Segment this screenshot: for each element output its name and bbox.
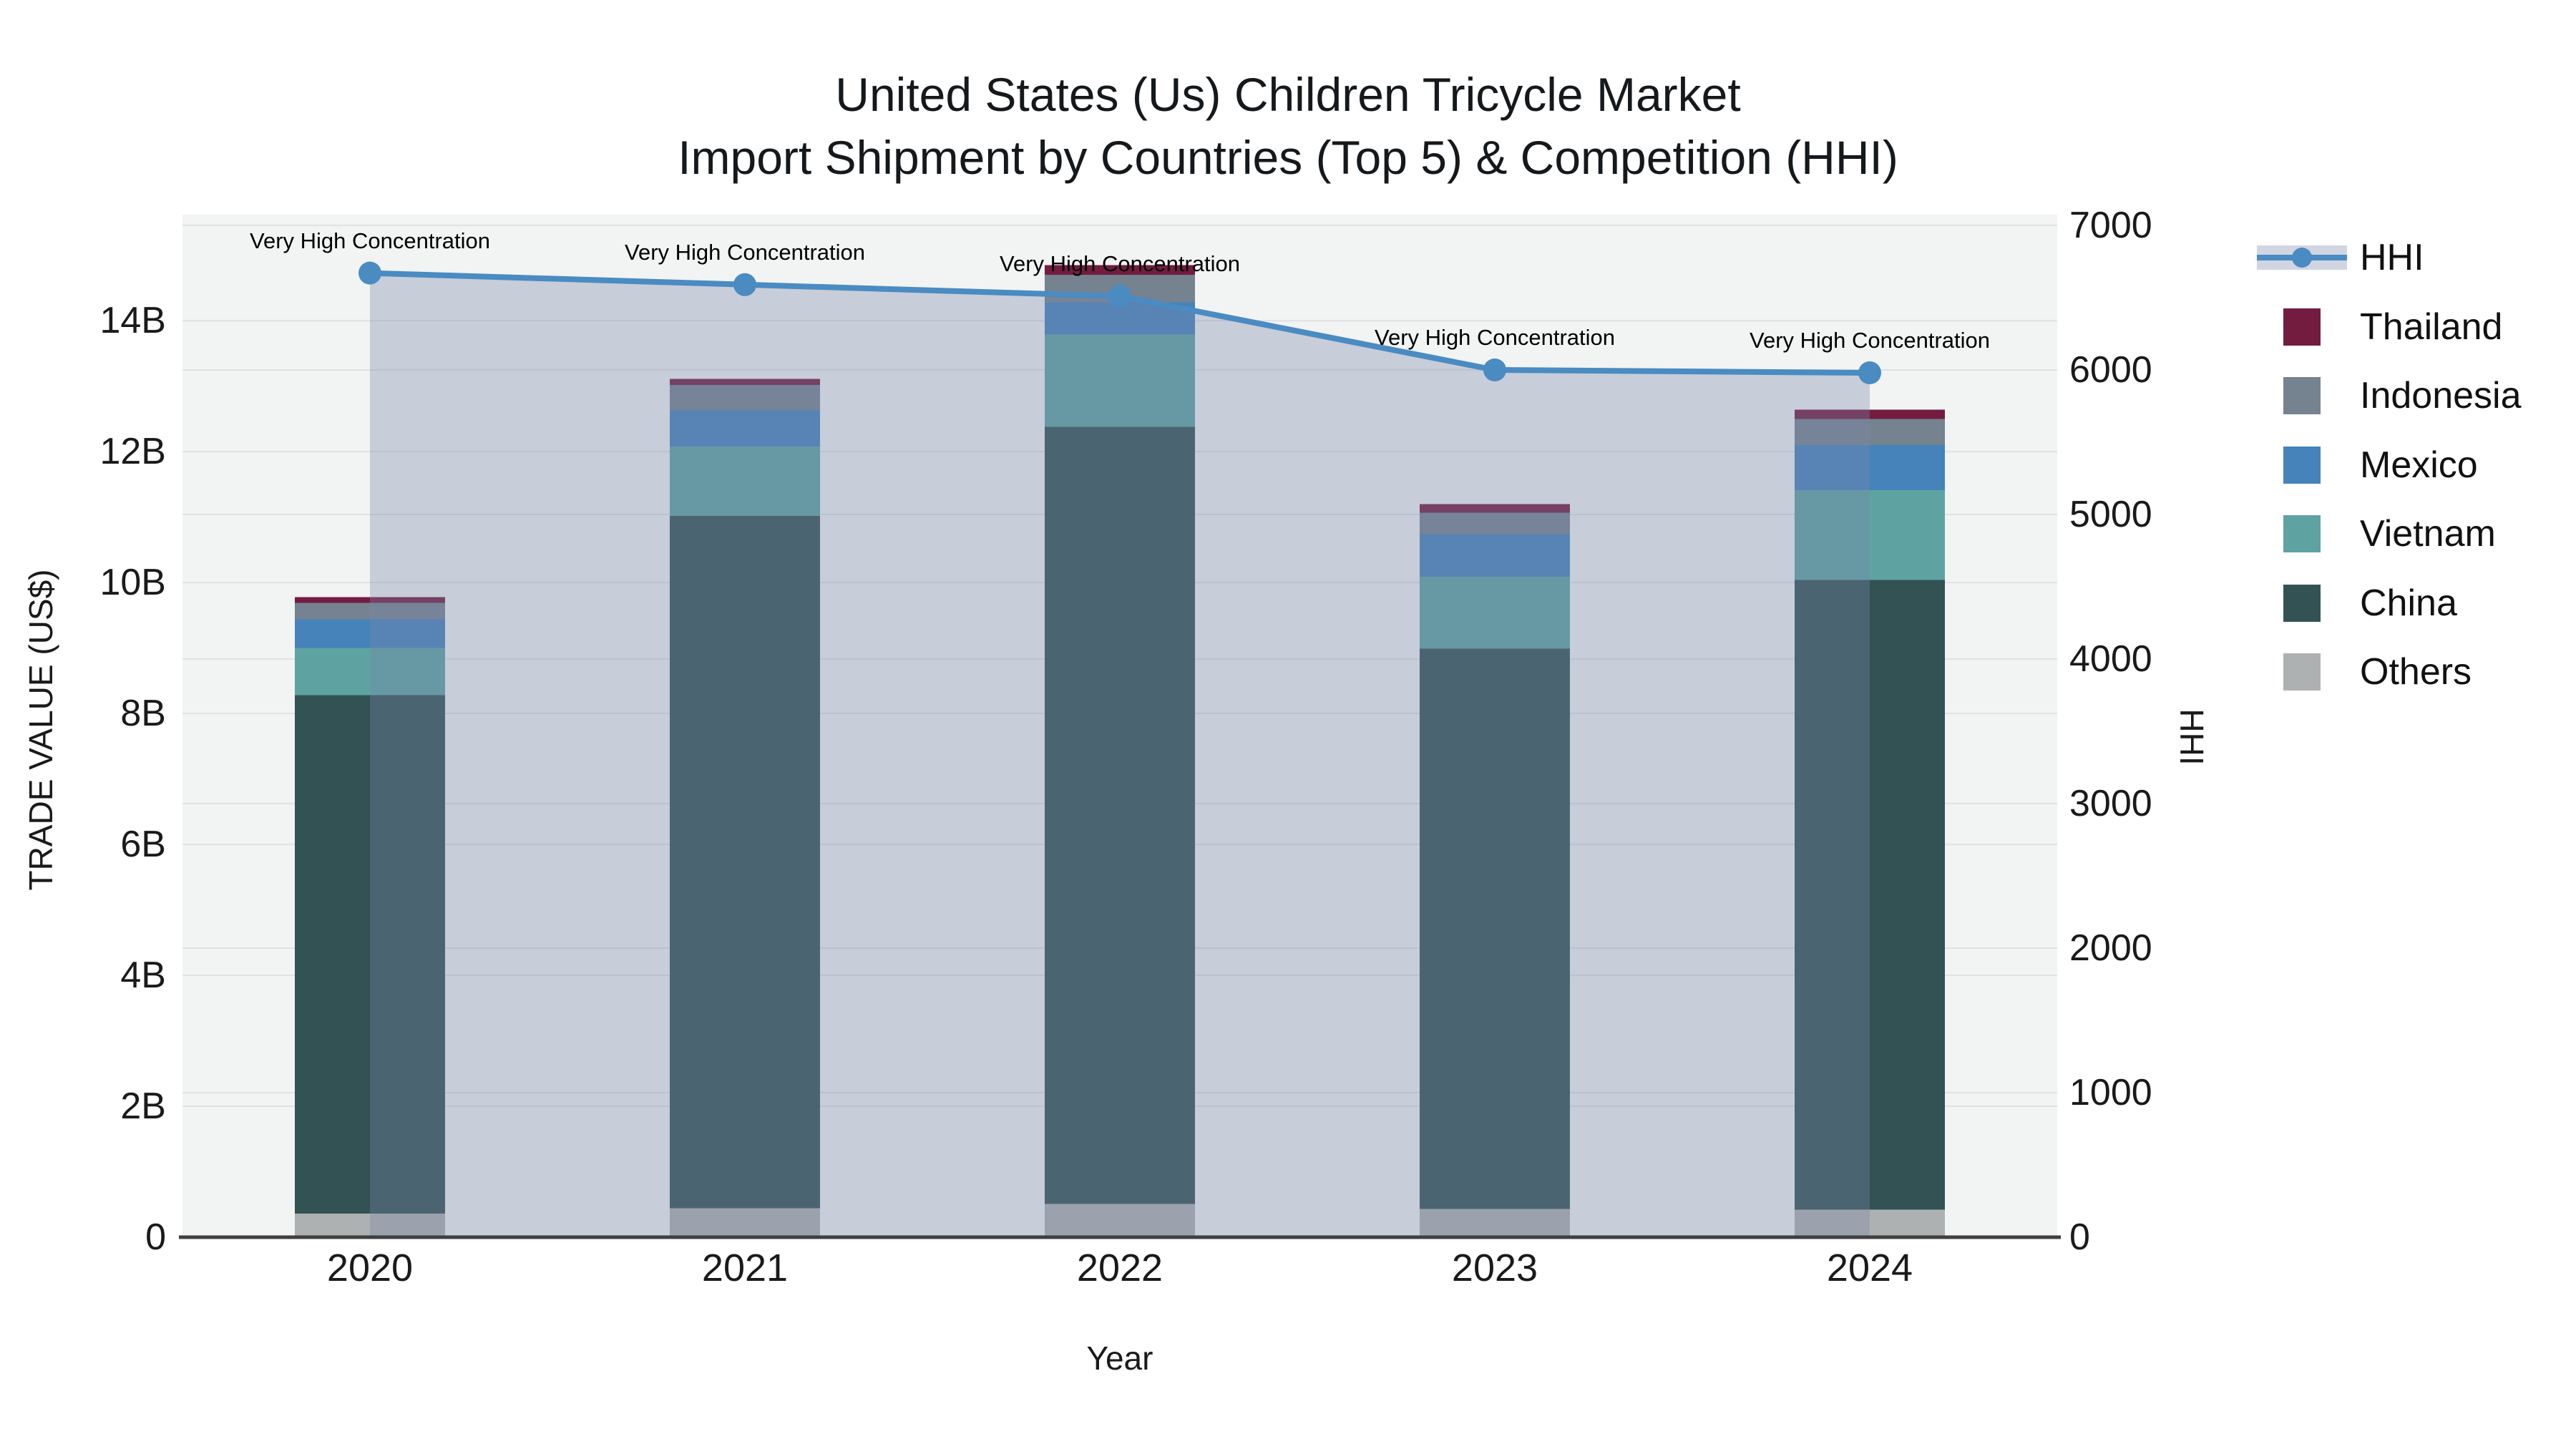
right-tick-6000: 6000 (2069, 348, 2152, 391)
bar-segment-vietnam-2024[interactable] (1795, 490, 1945, 580)
legend-item-mexico[interactable]: Mexico (2254, 431, 2576, 499)
bar-segment-indonesia-2021[interactable] (670, 384, 820, 411)
bar-segment-indonesia-2020[interactable] (295, 602, 445, 620)
legend-label-thailand: Thailand (2360, 306, 2503, 348)
right-tick-2000: 2000 (2069, 927, 2152, 969)
legend-label-hhi: HHI (2360, 237, 2424, 278)
legend-label-indonesia: Indonesia (2360, 375, 2522, 416)
bar-segment-mexico-2023[interactable] (1420, 534, 1570, 577)
hhi-marker-2023[interactable] (1483, 358, 1506, 381)
bar-segment-thailand-2023[interactable] (1420, 504, 1570, 513)
bar-segment-indonesia-2023[interactable] (1420, 512, 1570, 535)
bar-segment-thailand-2024[interactable] (1795, 409, 1945, 419)
bar-segment-mexico-2024[interactable] (1795, 445, 1945, 491)
hhi-marker-2020[interactable] (358, 261, 381, 285)
bar-segment-china-2024[interactable] (1795, 580, 1945, 1210)
right-tick-7000: 7000 (2069, 204, 2152, 246)
annotation-2020: Very High Concentration (249, 228, 491, 253)
bar-segment-china-2022[interactable] (1045, 426, 1195, 1204)
hhi-legend-marker-icon (2292, 248, 2312, 268)
legend-label-others: Others (2360, 651, 2472, 693)
bar-segment-others-2022[interactable] (1045, 1204, 1195, 1237)
right-tick-1000: 1000 (2069, 1071, 2152, 1113)
bar-segment-mexico-2021[interactable] (670, 410, 820, 447)
x-axis-title: Year (1086, 1340, 1153, 1377)
right-tick-4000: 4000 (2069, 638, 2152, 680)
legend-item-hhi[interactable]: HHI (2254, 223, 2576, 292)
bar-segment-vietnam-2022[interactable] (1045, 334, 1195, 427)
legend-item-others[interactable]: Others (2254, 638, 2576, 706)
legend-label-vietnam: Vietnam (2360, 513, 2496, 555)
bar-segment-vietnam-2021[interactable] (670, 446, 820, 516)
x-tick-2023: 2023 (1451, 1246, 1538, 1289)
bar-segment-vietnam-2023[interactable] (1420, 576, 1570, 649)
left-tick-8B: 8B (120, 693, 166, 735)
right-tick-3000: 3000 (2069, 782, 2152, 824)
hhi-marker-2022[interactable] (1108, 284, 1131, 308)
x-tick-2024: 2024 (1826, 1246, 1913, 1289)
legend-label-china: China (2360, 582, 2457, 624)
bar-segment-others-2024[interactable] (1795, 1209, 1945, 1237)
legend-swatch-thailand (2283, 308, 2321, 346)
chart-title: United States (Us) Children Tricycle Mar… (0, 63, 2576, 189)
legend-swatch-indonesia (2283, 377, 2321, 414)
legend-item-china[interactable]: China (2254, 569, 2576, 638)
x-tick-2020: 2020 (326, 1246, 414, 1289)
left-tick-0: 0 (145, 1216, 166, 1258)
bar-series (295, 265, 1945, 1237)
left-tick-12B: 12B (99, 431, 166, 473)
legend-label-mexico: Mexico (2360, 444, 2478, 486)
right-tick-5000: 5000 (2069, 493, 2152, 535)
bar-segment-others-2023[interactable] (1420, 1209, 1570, 1237)
bar-segment-china-2021[interactable] (670, 515, 820, 1209)
chart-title-line1: United States (Us) Children Tricycle Mar… (835, 68, 1741, 121)
annotation-2021: Very High Concentration (624, 239, 866, 265)
left-tick-2B: 2B (120, 1085, 166, 1128)
legend-item-vietnam[interactable]: Vietnam (2254, 499, 2576, 568)
legend-swatch-others (2283, 653, 2321, 691)
legend-swatch-china (2283, 584, 2321, 622)
hhi-area-fill (370, 273, 1870, 1238)
bar-segment-others-2020[interactable] (295, 1214, 445, 1237)
bar-segment-others-2021[interactable] (670, 1208, 820, 1237)
legend-item-indonesia[interactable]: Indonesia (2254, 361, 2576, 430)
bar-segment-indonesia-2024[interactable] (1795, 419, 1945, 445)
bar-segment-thailand-2021[interactable] (670, 379, 820, 385)
hhi-marker-2021[interactable] (733, 273, 756, 296)
bar-segment-thailand-2022[interactable] (1045, 265, 1195, 275)
bar-segment-china-2020[interactable] (295, 695, 445, 1214)
bar-segment-vietnam-2020[interactable] (295, 648, 445, 696)
bar-segment-mexico-2020[interactable] (295, 619, 445, 648)
annotation-2022: Very High Concentration (999, 250, 1241, 276)
left-tick-4B: 4B (120, 955, 166, 997)
left-tick-6B: 6B (120, 824, 166, 866)
legend-swatch-vietnam (2283, 515, 2321, 552)
left-tick-14B: 14B (99, 300, 166, 342)
right-tick-0: 0 (2069, 1216, 2090, 1258)
bar-segment-thailand-2020[interactable] (295, 597, 445, 603)
annotation-2023: Very High Concentration (1374, 324, 1616, 350)
x-tick-2022: 2022 (1076, 1246, 1163, 1289)
legend-item-thailand[interactable]: Thailand (2254, 293, 2576, 361)
legend-swatch-mexico (2283, 446, 2321, 484)
hhi-marker-2024[interactable] (1858, 361, 1881, 384)
bar-segment-china-2023[interactable] (1420, 648, 1570, 1209)
left-tick-10B: 10B (99, 562, 166, 604)
annotation-2024: Very High Concentration (1749, 327, 1991, 353)
x-tick-2021: 2021 (701, 1246, 789, 1289)
chart-title-line2: Import Shipment by Countries (Top 5) & C… (678, 131, 1898, 184)
